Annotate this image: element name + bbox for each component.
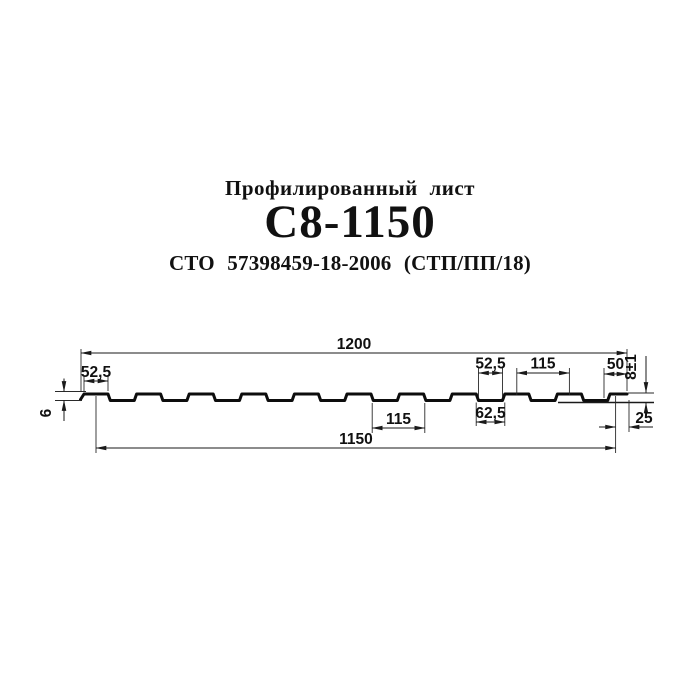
dim-label-total-width: 1200 <box>337 336 371 353</box>
dim-label-useful-width: 1150 <box>339 431 373 448</box>
dim-label-profile-height: 8±1 <box>623 354 640 380</box>
profile-model-title: С8-1150 <box>264 196 436 248</box>
dim-pitch-top: 115 <box>516 356 571 395</box>
dim-label-rib-base: 62,5 <box>475 405 506 422</box>
dim-crest-top-right: 52,5 <box>475 356 506 398</box>
dim-lap-offset: 25 <box>599 400 653 432</box>
standard-reference: СТО 57398459-18-2006 (СТП/ПП/18) <box>169 251 531 275</box>
dim-label-overlap: 50 <box>607 356 624 373</box>
dim-label-pitch-top: 115 <box>530 356 555 373</box>
sheet-profile-outline <box>79 392 629 402</box>
dim-label-pitch-bottom: 115 <box>386 411 411 428</box>
dim-pitch-bottom: 115 <box>371 403 426 433</box>
dim-overlap-width: 50 <box>603 356 628 398</box>
dim-edge-height: 6 <box>38 378 86 421</box>
dim-rib-base: 62,5 <box>475 402 506 426</box>
profile-drawing: 1200 52,5 6 52,5 115 <box>38 336 654 453</box>
dim-label-crest-right: 52,5 <box>475 356 506 373</box>
dim-total-width: 1200 <box>80 336 628 391</box>
dim-profile-height: 8±1 <box>623 354 654 415</box>
dim-label-edge-height: 6 <box>38 408 55 417</box>
dim-useful-width: 1150 <box>95 396 617 453</box>
product-type-title: Профилированный лист <box>225 176 475 200</box>
dim-crest-top-left: 52,5 <box>81 364 112 391</box>
dim-label-lap-offset: 25 <box>635 410 653 427</box>
dim-label-crest-left: 52,5 <box>81 364 112 381</box>
